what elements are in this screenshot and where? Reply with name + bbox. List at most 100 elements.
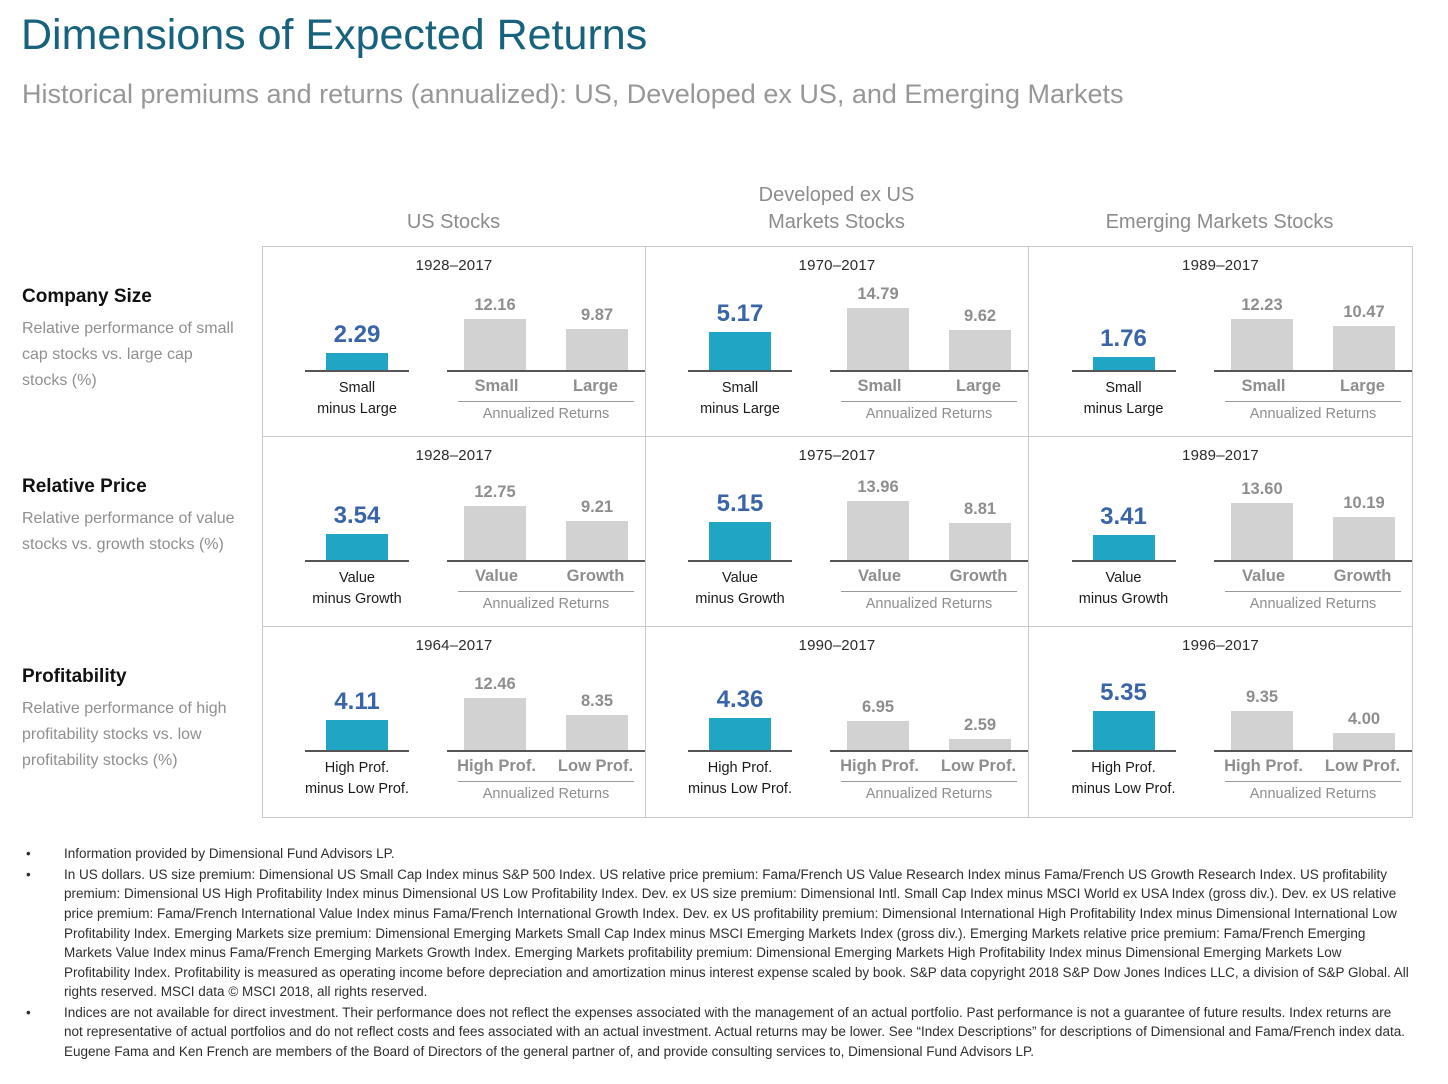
return-bar-2 — [566, 521, 628, 561]
returns-group: 14.79 9.62 Small Large — [830, 276, 1028, 426]
return-value-1: 14.79 — [857, 285, 899, 304]
return-bar-labels: Small Large — [474, 377, 618, 396]
premium-bar-label: Small minus Large — [317, 380, 397, 417]
column-headers: US Stocks Developed ex US Markets Stocks… — [262, 166, 1448, 246]
return-value-2: 9.87 — [580, 306, 614, 325]
column-header-us-stocks: US Stocks — [406, 211, 501, 234]
mini-chart: 5.35 High Prof. minus Low Prof. 9.35 — [1029, 656, 1412, 806]
mini-chart: 3.41 Value minus Growth 13.60 — [1029, 466, 1412, 616]
row-header-relative-price: Relative Price Relative performance of v… — [22, 476, 235, 554]
return-bar-2 — [1333, 517, 1395, 561]
return-bar-2 — [949, 739, 1011, 751]
return-bar-labels: High Prof. Low Prof. — [457, 757, 634, 776]
period-label: 1989–2017 — [1182, 447, 1259, 465]
returns-group: 12.75 9.21 Value Growth — [447, 466, 645, 616]
premium-group: 5.15 Value minus Growth — [682, 466, 798, 616]
period-label: 1989–2017 — [1182, 257, 1259, 275]
return-value-2: 8.81 — [963, 500, 997, 519]
footnotes: Information provided by Dimensional Fund… — [0, 844, 1448, 1061]
premium-group: 4.36 High Prof. minus Low Prof. — [682, 656, 798, 806]
premium-bar — [709, 718, 771, 751]
mini-chart: 2.29 Small minus Large 12.16 — [263, 276, 645, 426]
return-value-1: 12.75 — [474, 483, 516, 502]
premium-value: 4.36 — [716, 686, 764, 714]
return-bar-2 — [1333, 733, 1395, 751]
return-value-1: 9.35 — [1245, 688, 1279, 707]
returns-axis — [447, 370, 645, 373]
return-bar-labels: High Prof. Low Prof. — [1224, 757, 1401, 776]
annualized-rule — [841, 401, 1017, 403]
period-label: 1975–2017 — [798, 447, 876, 465]
return-bar-1 — [464, 319, 526, 371]
footnote: Indices are not available for direct inv… — [24, 1003, 1410, 1062]
premium-bar — [326, 720, 388, 751]
premium-value: 4.11 — [334, 688, 380, 716]
chart-cell-size-us: 1928–2017 2.29 Small minus Large — [263, 247, 646, 438]
returns-axis — [1214, 560, 1412, 563]
premium-bar-label: High Prof. minus Low Prof. — [305, 760, 409, 797]
annualized-caption: Annualized Returns — [482, 596, 610, 613]
row-header-company-size: Company Size Relative performance of sma… — [22, 286, 234, 390]
annualized-rule — [458, 401, 634, 403]
return-value-1: 6.95 — [861, 698, 895, 717]
annualized-caption: Annualized Returns — [482, 786, 610, 803]
chart-cell-size-devexus: 1970–2017 5.17 Small minus Large — [646, 247, 1029, 438]
premium-bar — [1092, 357, 1155, 371]
returns-axis — [447, 560, 645, 563]
column-header-emerging-markets: Emerging Markets Stocks — [1105, 211, 1334, 234]
premium-value: 5.15 — [716, 490, 764, 518]
returns-group: 13.96 8.81 Value Growth — [830, 466, 1028, 616]
return-bar-labels: Value Growth — [857, 567, 1008, 586]
premium-group: 1.76 Small minus Large — [1065, 276, 1182, 426]
returns-axis — [447, 750, 645, 753]
return-bar-1 — [1231, 319, 1293, 371]
period-label: 1928–2017 — [415, 257, 493, 275]
premium-group: 3.54 Value minus Growth — [299, 466, 415, 616]
annualized-caption: Annualized Returns — [1249, 786, 1377, 803]
return-bar-1 — [1231, 711, 1293, 751]
returns-group: 6.95 2.59 High Prof. Low Prof. — [830, 656, 1028, 806]
return-value-2: 9.62 — [963, 307, 997, 326]
premium-axis — [688, 560, 792, 563]
returns-axis — [1214, 370, 1412, 373]
premium-bar-label: Value minus Growth — [695, 570, 785, 607]
premium-bar — [1092, 535, 1155, 561]
annualized-rule — [841, 781, 1017, 783]
column-header-developed-ex-us: Developed ex US Markets Stocks — [758, 184, 915, 234]
annualized-rule — [841, 591, 1017, 593]
premium-value: 5.17 — [716, 300, 764, 328]
annualized-rule — [1225, 401, 1401, 403]
mini-chart: 5.17 Small minus Large 14.79 — [646, 276, 1028, 426]
premium-value: 1.76 — [1100, 325, 1147, 353]
premium-bar-label: Small minus Large — [700, 380, 780, 417]
period-label: 1970–2017 — [798, 257, 876, 275]
chart-cell-value-devexus: 1975–2017 5.15 Value minus Growth — [646, 437, 1029, 628]
premium-axis — [305, 750, 409, 753]
chart-cell-value-us: 1928–2017 3.54 Value minus Growth — [263, 437, 646, 628]
return-bar-2 — [566, 715, 628, 751]
chart-cell-profitability-devexus: 1990–2017 4.36 High Prof. minus Low Prof… — [646, 627, 1029, 818]
footnote: Information provided by Dimensional Fund… — [24, 844, 1410, 864]
return-bar-1 — [464, 506, 526, 561]
premium-axis — [1071, 560, 1176, 563]
return-bar-labels: Value Growth — [1241, 567, 1392, 586]
annualized-caption: Annualized Returns — [482, 406, 610, 423]
return-value-2: 10.47 — [1343, 303, 1385, 322]
premium-axis — [305, 370, 409, 373]
mini-chart: 3.54 Value minus Growth 12.75 — [263, 466, 645, 616]
annualized-rule — [1225, 781, 1401, 783]
chart-cell-value-em: 1989–2017 3.41 Value minus Growth — [1029, 437, 1412, 628]
premium-bar — [709, 332, 771, 371]
returns-group: 13.60 10.19 Value Growth — [1214, 466, 1412, 616]
period-label: 1990–2017 — [798, 637, 876, 655]
mini-chart: 4.36 High Prof. minus Low Prof. 6.95 — [646, 656, 1028, 806]
premium-value: 2.29 — [333, 321, 381, 349]
premium-axis — [1071, 370, 1176, 373]
return-bar-labels: Small Large — [1241, 377, 1385, 396]
premium-value: 3.41 — [1100, 503, 1147, 531]
premium-bar — [326, 534, 388, 561]
return-value-2: 8.35 — [580, 692, 614, 711]
returns-axis — [1214, 750, 1412, 753]
premium-bar-label: High Prof. minus Low Prof. — [1071, 760, 1176, 797]
